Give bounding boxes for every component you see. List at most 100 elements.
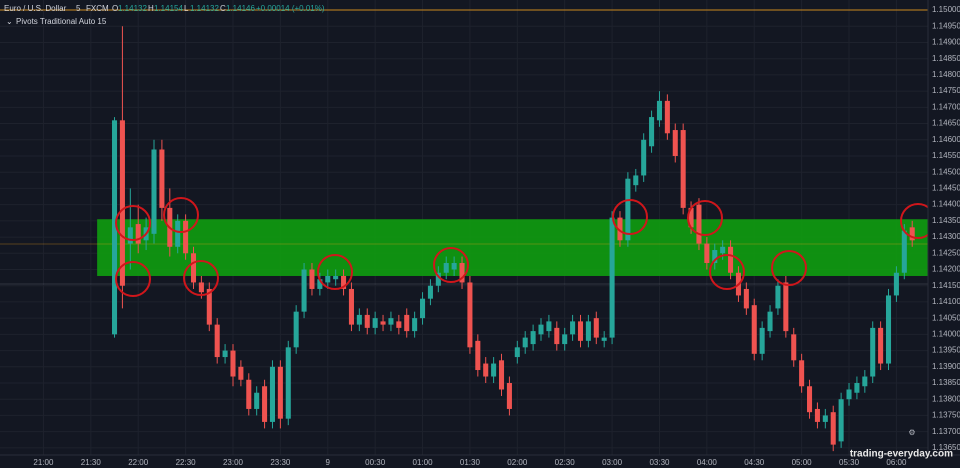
circle-annotation: [771, 250, 807, 286]
y-tick-label: 1.14250: [932, 248, 960, 257]
candle-body: [443, 263, 449, 273]
candle-body: [277, 366, 283, 419]
candle-body: [514, 347, 520, 358]
candle-body: [175, 220, 181, 247]
candle-body: [664, 100, 670, 134]
candle-body: [751, 305, 757, 354]
candle-body: [522, 337, 528, 348]
x-tick-label: 06:00: [886, 458, 907, 467]
candle-body: [728, 246, 734, 273]
symbol: Euro / U.S. Dollar: [4, 4, 67, 13]
change: +0.00014 (+0.01%): [256, 4, 325, 13]
y-tick-label: 1.13950: [932, 346, 960, 355]
y-tick-label: 1.14400: [932, 200, 960, 209]
candle-body: [222, 350, 228, 358]
candle-body: [712, 250, 718, 264]
candle-body: [467, 282, 473, 348]
candle-body: [807, 386, 813, 413]
candles: [111, 26, 915, 452]
candle-body: [656, 100, 662, 121]
time-axis: [0, 455, 960, 468]
x-tick-label: 02:00: [507, 458, 528, 467]
candle-body: [617, 217, 623, 241]
candle-body: [388, 318, 394, 325]
candle-body: [396, 321, 402, 328]
x-tick-label: 01:30: [460, 458, 481, 467]
y-tick-label: 1.14550: [932, 151, 960, 160]
candle-body: [451, 263, 457, 270]
y-tick-label: 1.14850: [932, 54, 960, 63]
candle-body: [238, 366, 244, 380]
candle-body: [554, 327, 560, 345]
ohlc-value: 1.14132: [190, 4, 219, 13]
source: FXCM: [86, 4, 109, 13]
candle-body: [901, 230, 907, 273]
candle-body: [412, 318, 418, 332]
candle-body: [799, 360, 805, 387]
candle-body: [743, 288, 749, 309]
settings-icon[interactable]: ⚙: [908, 428, 915, 437]
candle-body: [159, 149, 165, 208]
y-tick-label: 1.14000: [932, 329, 960, 338]
x-tick-label: 03:00: [602, 458, 623, 467]
zone-layer: [97, 219, 929, 276]
ohlc-label: L: [184, 4, 189, 13]
x-tick-label: 23:00: [223, 458, 244, 467]
indicator-name[interactable]: Pivots Traditional Auto 15: [16, 17, 107, 26]
candle-body: [641, 139, 647, 176]
candle-body: [633, 175, 639, 186]
y-tick-label: 1.14650: [932, 119, 960, 128]
candle-body: [333, 275, 339, 280]
y-tick-label: 1.14700: [932, 102, 960, 111]
y-tick-label: 1.14200: [932, 265, 960, 274]
candle-body: [293, 311, 299, 348]
candle-body: [246, 379, 252, 409]
x-tick-label: 03:30: [649, 458, 670, 467]
x-tick-label: 05:30: [839, 458, 860, 467]
x-tick-label: 23:30: [270, 458, 291, 467]
candle-body: [909, 227, 915, 241]
candle-body: [791, 334, 797, 361]
candle-body: [427, 285, 433, 299]
candle-body: [459, 263, 465, 283]
circle-annotation: [709, 254, 745, 290]
candle-body: [783, 282, 789, 332]
candle-body: [230, 350, 236, 377]
axes: 1.15000 1.14950 1.14900 1.14850 1.14800 1.147…: [33, 5, 960, 467]
candle-body: [183, 220, 189, 254]
candle-body: [206, 288, 212, 325]
circle-annotation: [183, 260, 219, 296]
candle-body: [317, 279, 323, 289]
ohlc-value: 1.14146: [226, 4, 255, 13]
y-tick-label: 1.14900: [932, 38, 960, 47]
circle-annotation: [115, 205, 151, 241]
ohlc: O 1.14132 H 1.14154 L 1.14132 C 1.14146 +0.00014…: [112, 4, 325, 13]
circle-annotation: [163, 197, 199, 233]
candle-body: [111, 120, 118, 335]
y-tick-label: 1.14500: [932, 167, 960, 176]
circle-annotation: [317, 254, 353, 290]
ohlc-label: O: [112, 4, 118, 13]
candle-body: [625, 178, 631, 241]
candle-body: [483, 363, 489, 377]
y-tick-label: 1.14450: [932, 184, 960, 193]
grid: [0, 0, 928, 455]
candle-body: [775, 285, 781, 309]
candle-body: [672, 130, 678, 156]
candle-body: [570, 321, 576, 335]
y-tick-label: 1.13850: [932, 378, 960, 387]
candle-body: [585, 321, 591, 341]
candle-body: [285, 347, 291, 419]
collapse-icon[interactable]: ⌄: [6, 17, 13, 26]
pivot-zone: [97, 219, 929, 276]
candle-body: [720, 246, 726, 254]
candle-body: [593, 318, 599, 338]
candle-body: [696, 204, 702, 244]
candle-body: [254, 392, 260, 409]
x-tick-label: 01:00: [413, 458, 434, 467]
ohlc-value: 1.14132: [118, 4, 147, 13]
candle-body: [814, 408, 820, 422]
candle-body: [198, 282, 204, 293]
candle-body: [893, 272, 899, 296]
